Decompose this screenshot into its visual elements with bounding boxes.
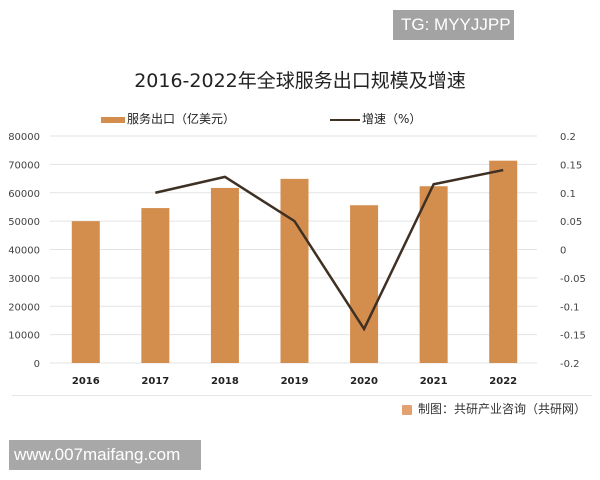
y-axis-tick: 80000 (8, 132, 40, 143)
chart-title: 2016-2022年全球服务出口规模及增速 (134, 70, 466, 92)
y-axis-tick: 30000 (8, 274, 40, 285)
y2-axis-tick: -0.1 (560, 302, 580, 313)
legend-label-exports: 服务出口（亿美元） (127, 112, 236, 126)
watermark-url-badge: www.007maifang.com (9, 440, 201, 470)
x-axis-tick: 2019 (281, 376, 309, 387)
source-credit: 制图：共研产业咨询（共研网） (401, 400, 586, 417)
x-axis-tick: 2016 (72, 376, 100, 387)
divider (12, 395, 592, 396)
bar-2016 (71, 221, 100, 363)
line-swatch-icon (330, 118, 360, 121)
watermark-tg-badge: TG: MYYJJPP (393, 10, 514, 40)
x-axis-tick: 2022 (489, 376, 517, 387)
y-axis-tick: 60000 (8, 189, 40, 200)
y2-axis-tick: 0.05 (560, 217, 582, 228)
growth-line (155, 168, 504, 332)
y2-axis-tick: 0.1 (560, 189, 576, 200)
y-axis-tick: 40000 (8, 246, 40, 257)
y-axis-tick: 50000 (8, 217, 40, 228)
y2-axis-tick: -0.15 (560, 331, 586, 342)
publisher-logo-icon (401, 404, 412, 415)
y-axis-tick: 0 (34, 359, 40, 370)
bar-2018 (210, 187, 239, 363)
y2-axis-tick: 0 (560, 246, 566, 257)
bar-2020 (350, 205, 379, 363)
bar-2022 (489, 160, 518, 363)
chart-plot-area: 0 10000 20000 30000 40000 50000 60000 70000 8000… (8, 132, 586, 387)
y2-axis-tick: -0.05 (560, 274, 586, 285)
legend-item-exports: 服务出口（亿美元） (101, 110, 235, 127)
y2-axis-tick: 0.2 (560, 132, 576, 143)
bar-2019 (280, 178, 309, 363)
y2-axis-tick: 0.15 (560, 160, 582, 171)
source-text: 制图：共研产业咨询（共研网） (417, 402, 586, 416)
bar-swatch-icon (101, 116, 125, 123)
x-axis-tick: 2021 (420, 376, 448, 387)
x-axis-tick: 2018 (211, 376, 239, 387)
y2-axis-tick: -0.2 (560, 359, 580, 370)
x-axis-tick: 2017 (141, 376, 169, 387)
legend-item-growth: 增速（%） (330, 110, 421, 127)
y-axis-tick: 70000 (8, 160, 40, 171)
y-axis-tick: 10000 (8, 331, 40, 342)
x-axis-tick: 2020 (350, 376, 378, 387)
legend-label-growth: 增速（%） (362, 112, 422, 126)
chart-legend: 服务出口（亿美元） 增速（%） (0, 106, 600, 126)
bar-2021 (419, 186, 448, 363)
y-axis-tick: 20000 (8, 302, 40, 313)
bar-2017 (141, 208, 170, 363)
